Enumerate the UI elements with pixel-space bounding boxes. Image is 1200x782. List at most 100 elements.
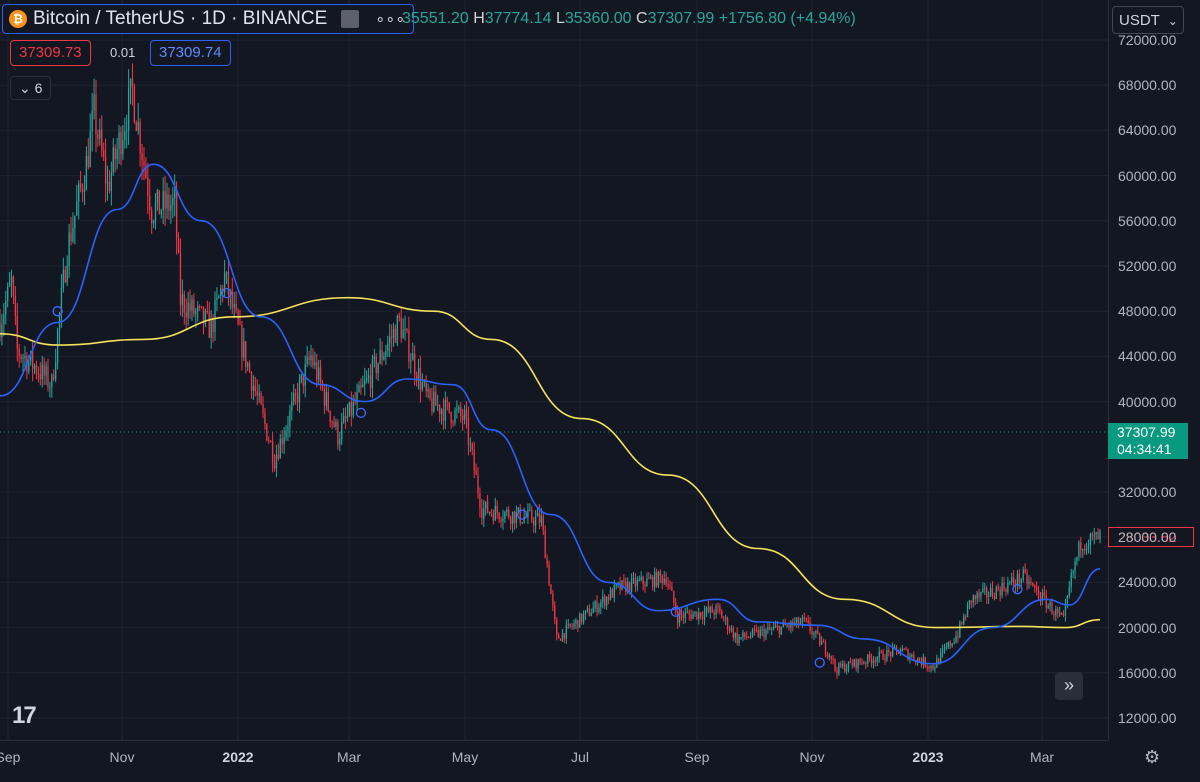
candle-body bbox=[963, 616, 965, 624]
candle-body bbox=[916, 658, 919, 663]
candle-body bbox=[264, 412, 266, 424]
price-tick-label: 28000.00 bbox=[1118, 529, 1177, 546]
candle-body bbox=[179, 252, 182, 305]
candle-body bbox=[1, 324, 3, 338]
candle-body bbox=[1070, 572, 1072, 588]
buy-button[interactable]: 37309.74 bbox=[150, 40, 231, 66]
indicators-toggle[interactable]: ⌄ 6 bbox=[10, 76, 52, 100]
candle-body bbox=[901, 648, 903, 652]
candle-body bbox=[310, 355, 312, 361]
symbol-header[interactable]: ₿ Bitcoin / TetherUS · 1D · BINANCE ∘∘∘ bbox=[2, 4, 415, 34]
candle-body bbox=[978, 592, 980, 597]
candle-body bbox=[458, 406, 460, 410]
signal-marker bbox=[52, 306, 63, 317]
candle-body bbox=[385, 350, 387, 356]
candle-body bbox=[801, 617, 804, 623]
candle-body bbox=[582, 614, 585, 622]
candle-body bbox=[534, 516, 537, 526]
candle-body bbox=[964, 616, 967, 618]
currency-select[interactable]: USDT ⌄ bbox=[1112, 6, 1184, 34]
candle-body bbox=[31, 351, 34, 369]
candle-body bbox=[561, 633, 564, 641]
candle-body bbox=[972, 595, 974, 603]
candle-body bbox=[592, 607, 594, 614]
candle-body bbox=[974, 595, 976, 599]
candle-body bbox=[926, 666, 928, 668]
scroll-to-realtime-button[interactable]: » bbox=[1055, 672, 1083, 700]
candle-body bbox=[488, 512, 491, 514]
candle-body bbox=[1041, 592, 1044, 601]
hide-icon[interactable] bbox=[341, 10, 360, 28]
candle-body bbox=[767, 627, 769, 631]
candle-body bbox=[1045, 595, 1047, 609]
price-tick-label: 60000.00 bbox=[1118, 167, 1177, 184]
candle-body bbox=[609, 589, 612, 600]
candle-body bbox=[882, 651, 884, 660]
candle-body bbox=[659, 571, 662, 576]
candle-body bbox=[187, 302, 189, 318]
gear-icon[interactable]: ⚙ bbox=[1144, 747, 1161, 767]
candle-body bbox=[492, 513, 495, 521]
candle-body bbox=[1085, 548, 1088, 551]
chart-area[interactable] bbox=[0, 0, 1108, 740]
alert-price-tag[interactable]: 28033.82 bbox=[1108, 527, 1194, 547]
candle-body bbox=[565, 625, 567, 639]
candle-body bbox=[22, 357, 24, 359]
candle-body bbox=[423, 380, 425, 383]
candle-body bbox=[903, 648, 905, 650]
candle-body bbox=[483, 508, 485, 519]
candle-body bbox=[542, 515, 544, 531]
candle-body bbox=[751, 629, 754, 637]
more-options-icon[interactable]: ∘∘∘ bbox=[375, 11, 406, 28]
candle-body bbox=[817, 630, 819, 634]
candle-body bbox=[76, 201, 78, 216]
candle-body bbox=[884, 659, 886, 661]
candle-body bbox=[396, 315, 399, 343]
candle-body bbox=[949, 642, 951, 647]
candle-body bbox=[924, 657, 926, 667]
candle-body bbox=[1083, 549, 1086, 551]
candle-body bbox=[911, 654, 913, 657]
candle-body bbox=[521, 522, 523, 524]
candle-body bbox=[229, 290, 232, 296]
sell-button[interactable]: 37309.73 bbox=[10, 40, 91, 66]
candle-body bbox=[968, 600, 971, 605]
candle-body bbox=[730, 628, 733, 631]
candle-body bbox=[1007, 582, 1009, 592]
candle-body bbox=[369, 375, 372, 389]
candle-body bbox=[481, 508, 483, 519]
candle-body bbox=[477, 474, 479, 494]
price-scale[interactable] bbox=[1108, 0, 1200, 740]
candle-body bbox=[97, 134, 99, 139]
candle-body bbox=[554, 605, 556, 620]
candle-body bbox=[652, 576, 654, 588]
candle-body bbox=[1097, 532, 1099, 540]
candle-body bbox=[1072, 571, 1074, 573]
time-tick-label: Mar bbox=[1029, 749, 1055, 765]
candle-body bbox=[544, 530, 546, 559]
candle-body bbox=[1022, 569, 1024, 580]
candle-body bbox=[709, 606, 711, 612]
symbol-title[interactable]: Bitcoin / TetherUS · 1D · BINANCE bbox=[33, 8, 328, 29]
candle-body bbox=[158, 190, 161, 215]
time-scale[interactable]: Sep Nov 2022 Mar May Jul Sep Nov 2023 Mar bbox=[0, 740, 1108, 782]
candle-body bbox=[1089, 533, 1092, 546]
candle-body bbox=[826, 653, 829, 657]
tradingview-logo[interactable]: 17 bbox=[12, 702, 37, 729]
candle-body bbox=[323, 388, 326, 406]
candle-body bbox=[195, 311, 197, 315]
candle-body bbox=[20, 356, 22, 359]
candle-body bbox=[744, 632, 746, 637]
candle-body bbox=[540, 515, 543, 523]
candle-body bbox=[878, 651, 880, 658]
candle-body bbox=[362, 384, 364, 388]
low-value: 35360.00 bbox=[564, 10, 632, 27]
candle-body bbox=[605, 597, 608, 606]
candle-body bbox=[828, 655, 830, 657]
candle-body bbox=[932, 665, 934, 670]
candle-body bbox=[696, 611, 698, 619]
price-chart[interactable] bbox=[0, 0, 1108, 740]
candle-body bbox=[559, 638, 562, 641]
candle-body bbox=[961, 622, 963, 624]
candle-body bbox=[993, 596, 996, 599]
